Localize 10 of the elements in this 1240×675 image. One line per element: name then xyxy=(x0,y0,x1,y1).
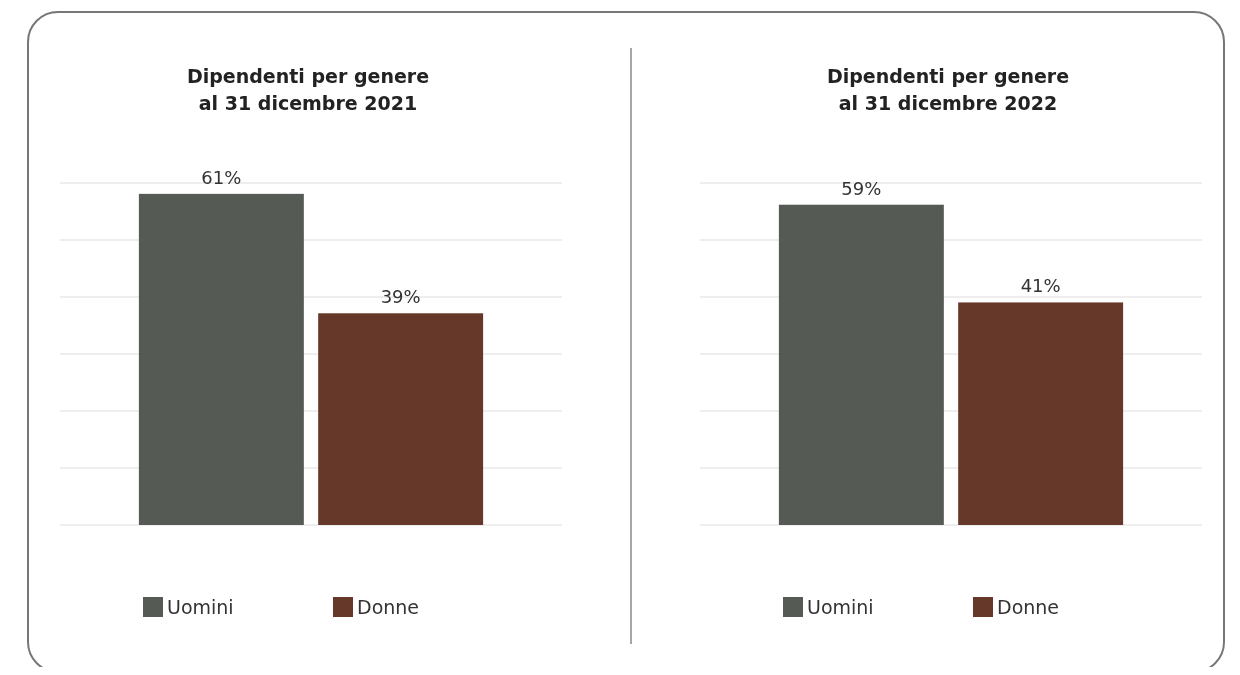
legend-label: Uomini xyxy=(167,596,234,618)
legend-label: Donne xyxy=(997,596,1060,618)
data-label: 39% xyxy=(380,286,421,308)
data-label: 61% xyxy=(201,166,242,188)
chart-title: Dipendenti per genere al 31 dicembre 2022 xyxy=(826,65,1070,114)
data-label: 59% xyxy=(841,177,882,199)
data-label: 41% xyxy=(1020,275,1061,297)
legend-label: Uomini xyxy=(807,596,874,618)
chart-title: Dipendenti per genere al 31 dicembre 2021 xyxy=(186,65,430,114)
legend-label: Donne xyxy=(357,596,420,618)
